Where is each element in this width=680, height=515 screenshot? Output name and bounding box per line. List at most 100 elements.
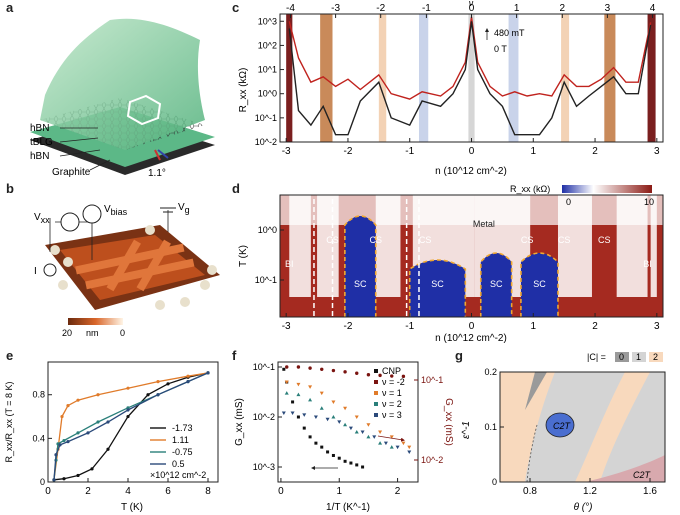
chart-e-point-1-5 [96,393,100,397]
chart-e-point-1-4 [76,398,80,402]
chart-f-point-1-9 [390,374,394,378]
chart-f-point-0-7 [320,445,324,449]
chart-c-toptick-label-6: 2 [560,3,566,14]
chart-f-legend-swatch-2 [374,391,378,395]
svg-text:Vxx: Vxx [34,212,50,225]
chart-e-point-0-2 [76,473,80,478]
chart-c-toptick-label-1: -3 [331,3,340,14]
chart-d-xlabel: n (10^12 cm^-2) [435,333,507,344]
chart-f-ylabel-left: G_xx (mS) [234,398,245,446]
chart-f-point-4-9 [383,441,388,446]
colorbar-rxx-label: R_xx (kΩ) [510,184,550,194]
chart-d-ytick-label-0: 10^0 [258,225,277,235]
chart-e-xtick-label-0: 0 [45,486,51,497]
chart-c-band-3 [418,14,429,142]
chart-e-point-0-7 [166,382,170,386]
chart-f-point-1-6 [355,371,359,375]
chart-f-point-0-5 [308,435,312,439]
chart-c-series-1 [288,21,652,136]
label-hbn-bottom: hBN [30,151,49,162]
chart-f-ytick-left-label-1: 10^-2 [253,412,275,422]
heatmap-region-label-3: CS [419,235,432,245]
chart-d-xtick-label-5: 2 [592,321,598,332]
chart-e-point-0-5 [126,414,130,419]
region-c2t-bottom [585,455,665,482]
chart-d-ylabel: T (K) [238,245,249,267]
chart-f-point-1-7 [366,373,371,377]
chart-e-xtick-label-3: 6 [165,486,171,497]
chart-f-point-0-13 [355,463,359,467]
chart-f-ytick-left-label-0: 10^-1 [253,362,275,372]
chart-c-series-0 [288,16,652,100]
heatmap-region-label-5: CS [521,235,534,245]
chart-f-point-0-11 [343,459,347,463]
chart-f-point-4-5 [337,420,342,424]
chart-g-xtick-label-2: 1.6 [643,486,657,497]
chart-f-point-0-8 [326,450,330,454]
chart-f-xtick-label-2: 2 [395,486,401,497]
chart-e-point-3-6 [126,408,130,412]
chart-f-point-3-4 [331,415,336,419]
region-c0-gray [525,372,547,410]
label-vg: V [178,202,185,213]
chart-f-legend-swatch-3 [374,402,378,406]
chart-e-legend-label-0: -1.73 [172,423,193,433]
panel-label-e: e [6,348,14,363]
legend-swatch-1 [632,352,646,362]
chart-f-point-4-2 [302,413,307,417]
legend-swatch-2 [649,352,663,362]
chart-f-point-1-1 [296,365,301,369]
chart-e-point-3-0 [52,478,56,482]
chart-f-legend-label-0: CNP [382,366,401,376]
chart-f-xlabel: 1/T (K^-1) [326,502,370,513]
svg-text:Vbias: Vbias [104,204,128,217]
chart-e-legend-label-1: 1.11 [172,435,189,445]
chart-g-ytick-label-0: 0 [492,477,497,487]
chart-c-xtick-label-0: -3 [282,146,291,157]
label-vxx-sub: xx [41,215,51,225]
current-source [43,263,57,277]
chart-f-point-3-1 [296,392,301,397]
chart-c-toptick-label-8: 4 [650,3,656,14]
chart-f-point-0-9 [331,453,335,457]
vbias-source [82,204,102,224]
chart-f-point-4-4 [325,417,330,422]
heatmap-region-label-1: CS [326,235,339,245]
chart-f-ytick-left-label-2: 10^-3 [253,462,275,472]
chart-d-xtick-label-2: -1 [405,321,414,332]
chart-e-ylabel: R_xx/R_xx (T = 8 K) [4,381,14,462]
annotation-0t: 0 T [494,44,507,54]
chart-f-point-1-10 [401,374,406,379]
chart-f-point-3-7 [366,434,371,439]
chart-f-point-0-2 [291,400,295,404]
annotation-480mt: 480 mT [494,28,525,38]
vxx-meter [60,212,80,232]
chart-e-series-3 [53,372,209,480]
chart-c-toplabel: ν [469,0,474,8]
chart-c-ylabel: R_xx (kΩ) [238,68,249,113]
chart-c-band-5 [508,14,519,142]
chart-e-point-2-3 [62,438,66,443]
chart-f-point-1-2 [308,366,312,370]
chart-c-band-8 [647,14,656,142]
chart-f-ytick-right-label-0: 10^-1 [421,375,443,385]
chart-c-ytick-label-3: 10^1 [258,65,277,75]
chart-c-band-7 [604,14,616,142]
label-tblg: tBLG [30,137,53,148]
chart-e-xlabel: T (K) [121,502,143,513]
chart-e-point-3-4 [86,431,90,435]
chart-g-ytick-label-2: 0.2 [484,367,497,377]
chart-e-point-1-2 [60,414,64,419]
chart-f-point-4-10 [395,445,400,450]
chart-f-point-2-5 [343,406,348,411]
chart-d-xtick-label-0: -3 [282,321,291,332]
chart-e-xtick-label-1: 2 [85,486,91,497]
chart-g-ylabel: ε^-1 [461,421,472,439]
sc-dome-label-1: SC [431,279,444,289]
panel-label-d: d [232,181,240,196]
chart-f-point-2-3 [319,391,324,396]
heatmap-region-label-2: CS [369,235,382,245]
legend-swatch-0 [615,352,629,362]
sc-dome-0 [344,216,376,317]
